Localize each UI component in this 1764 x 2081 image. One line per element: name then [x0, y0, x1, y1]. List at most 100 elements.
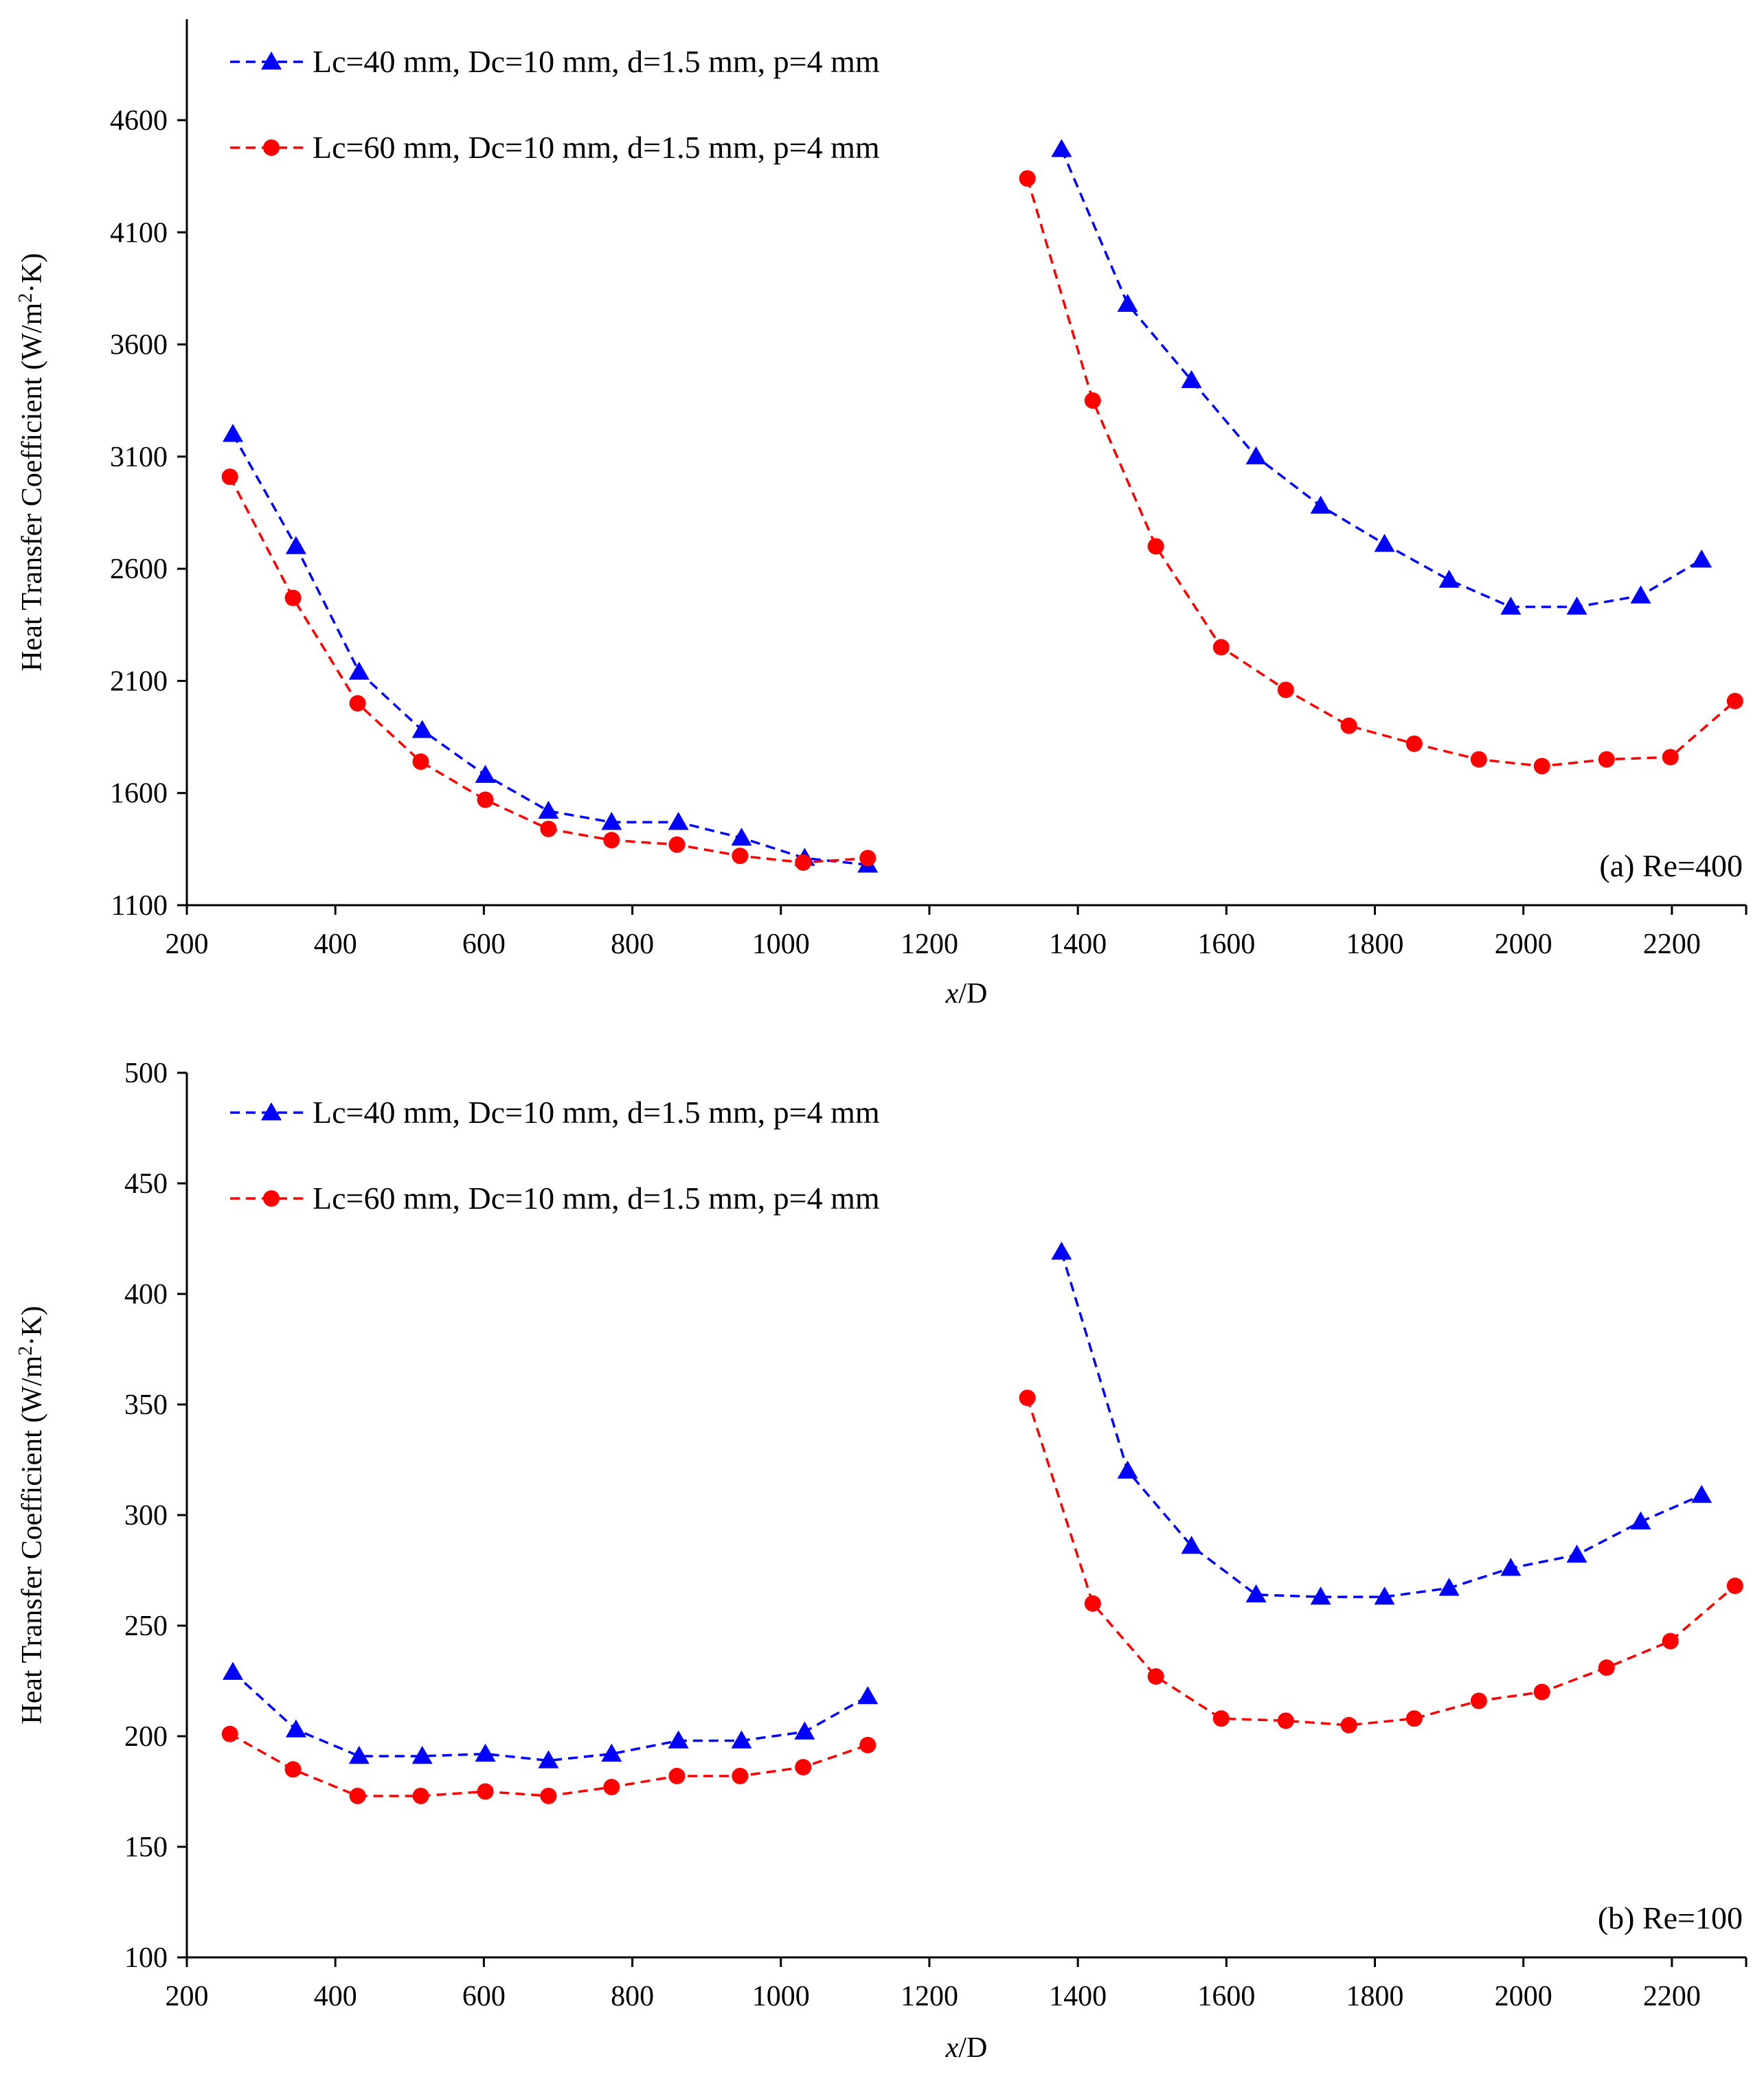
data-point-triangle [1310, 1587, 1331, 1605]
x-axis-title-italic: x [945, 978, 959, 1010]
x-tick-label: 1200 [901, 1981, 958, 2012]
data-point-triangle [1374, 534, 1395, 552]
data-point-circle [1340, 717, 1357, 734]
y-tick-label: 2100 [110, 666, 168, 697]
x-axis-title: x/D [945, 2032, 988, 2064]
y-tick-label: 500 [124, 1058, 168, 1089]
y-tick-label: 150 [124, 1832, 168, 1863]
panel-label: (a) Re=400 [1599, 848, 1743, 883]
data-point-circle [1470, 1692, 1487, 1709]
data-point-circle [477, 1783, 494, 1800]
data-point-circle [1212, 639, 1230, 656]
x-axis-title-rest: /D [958, 978, 987, 1010]
y-tick-label: 1100 [111, 890, 168, 922]
y-tick-label: 4100 [110, 217, 168, 249]
data-point-circle [1019, 1389, 1036, 1407]
x-tick-label: 1000 [752, 929, 810, 960]
series-line [1026, 178, 1736, 768]
x-tick-label: 2000 [1495, 1981, 1552, 2012]
data-point-triangle [348, 661, 370, 680]
data-point-triangle [411, 720, 433, 738]
data-point-triangle [538, 800, 559, 819]
data-point-circle [284, 1761, 302, 1778]
y-axis-title-superscript: 2 [15, 293, 36, 303]
x-tick-label: 200 [166, 929, 209, 960]
x-tick-label: 1600 [1197, 1981, 1255, 2012]
data-point-circle [795, 854, 812, 871]
y-tick-label: 400 [124, 1279, 168, 1310]
data-point-triangle [223, 424, 244, 442]
data-point-circle [1147, 538, 1164, 555]
x-tick-label: 600 [462, 1981, 506, 2012]
data-point-circle [1212, 1710, 1230, 1727]
data-point-circle [1533, 758, 1550, 775]
x-tick-label: 400 [314, 1981, 357, 2012]
data-point-circle [1598, 1659, 1615, 1676]
data-point-circle [1533, 1683, 1550, 1701]
data-point-triangle [285, 536, 306, 554]
data-point-circle [1277, 1712, 1294, 1729]
data-point-triangle [1691, 1485, 1712, 1503]
data-point-circle [1084, 392, 1101, 409]
y-axis-title: Heat Transfer Coefficient (W/m2·K) [15, 1306, 48, 1724]
series-line [1026, 1397, 1736, 1727]
data-point-triangle [731, 1730, 752, 1749]
y-axis-title-main: Heat Transfer Coefficient (W/m [16, 1355, 48, 1724]
y-axis-title-superscript: 2 [15, 1346, 36, 1356]
legend-label: Lc=60 mm, Dc=10 mm, d=1.5 mm, p=4 mm [313, 130, 880, 165]
data-point-triangle [348, 1745, 370, 1764]
x-tick-label: 400 [314, 929, 357, 960]
data-point-triangle [1181, 369, 1202, 389]
data-point-triangle [601, 1743, 622, 1762]
x-tick-label: 1000 [752, 1981, 810, 2012]
y-tick-label: 3100 [110, 442, 168, 473]
data-point-triangle [1245, 1584, 1267, 1603]
legend-marker-circle [263, 1190, 280, 1207]
legend-marker-triangle [261, 52, 282, 70]
data-point-circle [1405, 1710, 1423, 1727]
y-tick-label: 3600 [110, 330, 168, 361]
data-point-circle [603, 1779, 620, 1796]
data-point-triangle [475, 764, 496, 783]
y-tick-label: 250 [124, 1611, 168, 1642]
data-point-circle [1726, 692, 1743, 709]
data-point-triangle [668, 812, 689, 830]
y-tick-label: 200 [124, 1721, 168, 1753]
x-tick-label: 2200 [1643, 1981, 1701, 2012]
data-point-triangle [1566, 1544, 1587, 1563]
data-point-circle [859, 1736, 877, 1753]
x-tick-label: 1400 [1049, 929, 1107, 960]
data-point-circle [1147, 1668, 1164, 1685]
series-lc60 [221, 1389, 1743, 1804]
data-point-triangle [1051, 139, 1072, 157]
data-point-circle [284, 589, 302, 606]
data-point-triangle [1310, 495, 1331, 514]
data-point-circle [412, 753, 429, 770]
x-tick-label: 1800 [1346, 929, 1404, 960]
x-axis-title: x/D [945, 978, 988, 1010]
x-tick-label: 600 [462, 929, 506, 960]
data-point-circle [1019, 170, 1036, 187]
data-point-triangle [411, 1745, 433, 1764]
x-axis-title-rest: /D [958, 2032, 987, 2064]
x-tick-label: 2200 [1643, 929, 1701, 960]
y-axis-title-tail: ·K) [16, 253, 48, 293]
data-point-triangle [223, 1661, 244, 1680]
data-point-circle [1470, 751, 1487, 768]
data-point-circle [668, 836, 686, 853]
x-tick-label: 1600 [1197, 929, 1255, 960]
data-point-circle [1726, 1578, 1743, 1595]
y-tick-label: 450 [124, 1168, 168, 1200]
data-point-circle [221, 468, 238, 486]
series-line [231, 433, 868, 866]
series-line [231, 1671, 869, 1762]
y-tick-label: 100 [124, 1942, 168, 1974]
data-point-triangle [857, 1686, 879, 1705]
legend-label: Lc=40 mm, Dc=10 mm, d=1.5 mm, p=4 mm [313, 44, 880, 79]
x-tick-label: 1800 [1346, 1981, 1404, 2012]
data-point-triangle [668, 1730, 689, 1749]
panel-label: (b) Re=100 [1598, 1900, 1743, 1935]
data-point-circle [732, 1767, 749, 1784]
x-tick-label: 2000 [1495, 929, 1552, 960]
